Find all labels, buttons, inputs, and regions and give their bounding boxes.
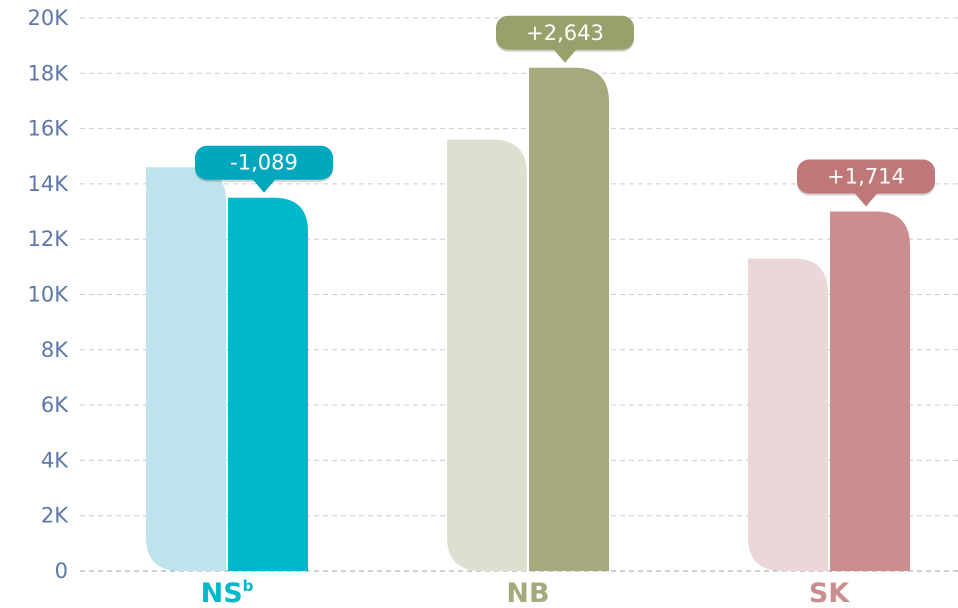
- bar-group-nb: +2,643 NB: [447, 15, 634, 608]
- bar-previous: [447, 139, 527, 571]
- category-label-superscript: b: [243, 577, 254, 595]
- y-tick-label: 16K: [28, 117, 70, 141]
- callout-bubble: [195, 145, 333, 180]
- y-tick-label: 12K: [28, 227, 70, 251]
- y-tick-label: 18K: [28, 61, 70, 85]
- bar-current: [228, 197, 308, 571]
- y-tick-label: 8K: [41, 338, 69, 362]
- bar-group-ns: -1,089 NSb: [146, 145, 333, 608]
- y-axis: 0 2K 4K 6K 8K 10K 12K 14K 16K 18K 20K: [28, 6, 70, 583]
- bar-previous: [748, 258, 828, 571]
- category-label: SK: [809, 578, 850, 608]
- y-tick-label: 0: [55, 559, 68, 583]
- callout-pointer: [252, 178, 276, 193]
- category-label-text: NB: [506, 578, 549, 608]
- bar-group-sk: +1,714 SK: [748, 159, 935, 608]
- y-tick-label: 2K: [41, 504, 69, 528]
- change-label: +2,643: [526, 21, 604, 45]
- callout-pointer: [854, 192, 878, 207]
- bar-current: [830, 211, 910, 572]
- category-label: NSb: [201, 577, 254, 608]
- bar-previous: [146, 167, 226, 571]
- y-tick-label: 4K: [41, 448, 69, 472]
- callout-pointer: [553, 48, 577, 63]
- category-label: NB: [506, 578, 549, 608]
- change-label: +1,714: [827, 165, 905, 189]
- y-tick-label: 14K: [28, 172, 70, 196]
- category-label-text: NS: [201, 578, 243, 608]
- y-tick-label: 20K: [28, 6, 70, 30]
- callout-bubble: [496, 15, 634, 50]
- y-tick-label: 6K: [41, 393, 69, 417]
- bar-current: [529, 67, 609, 572]
- y-tick-label: 10K: [28, 283, 70, 307]
- change-label: -1,089: [230, 151, 298, 175]
- category-label-text: SK: [809, 578, 850, 608]
- callout-bubble: [797, 159, 935, 194]
